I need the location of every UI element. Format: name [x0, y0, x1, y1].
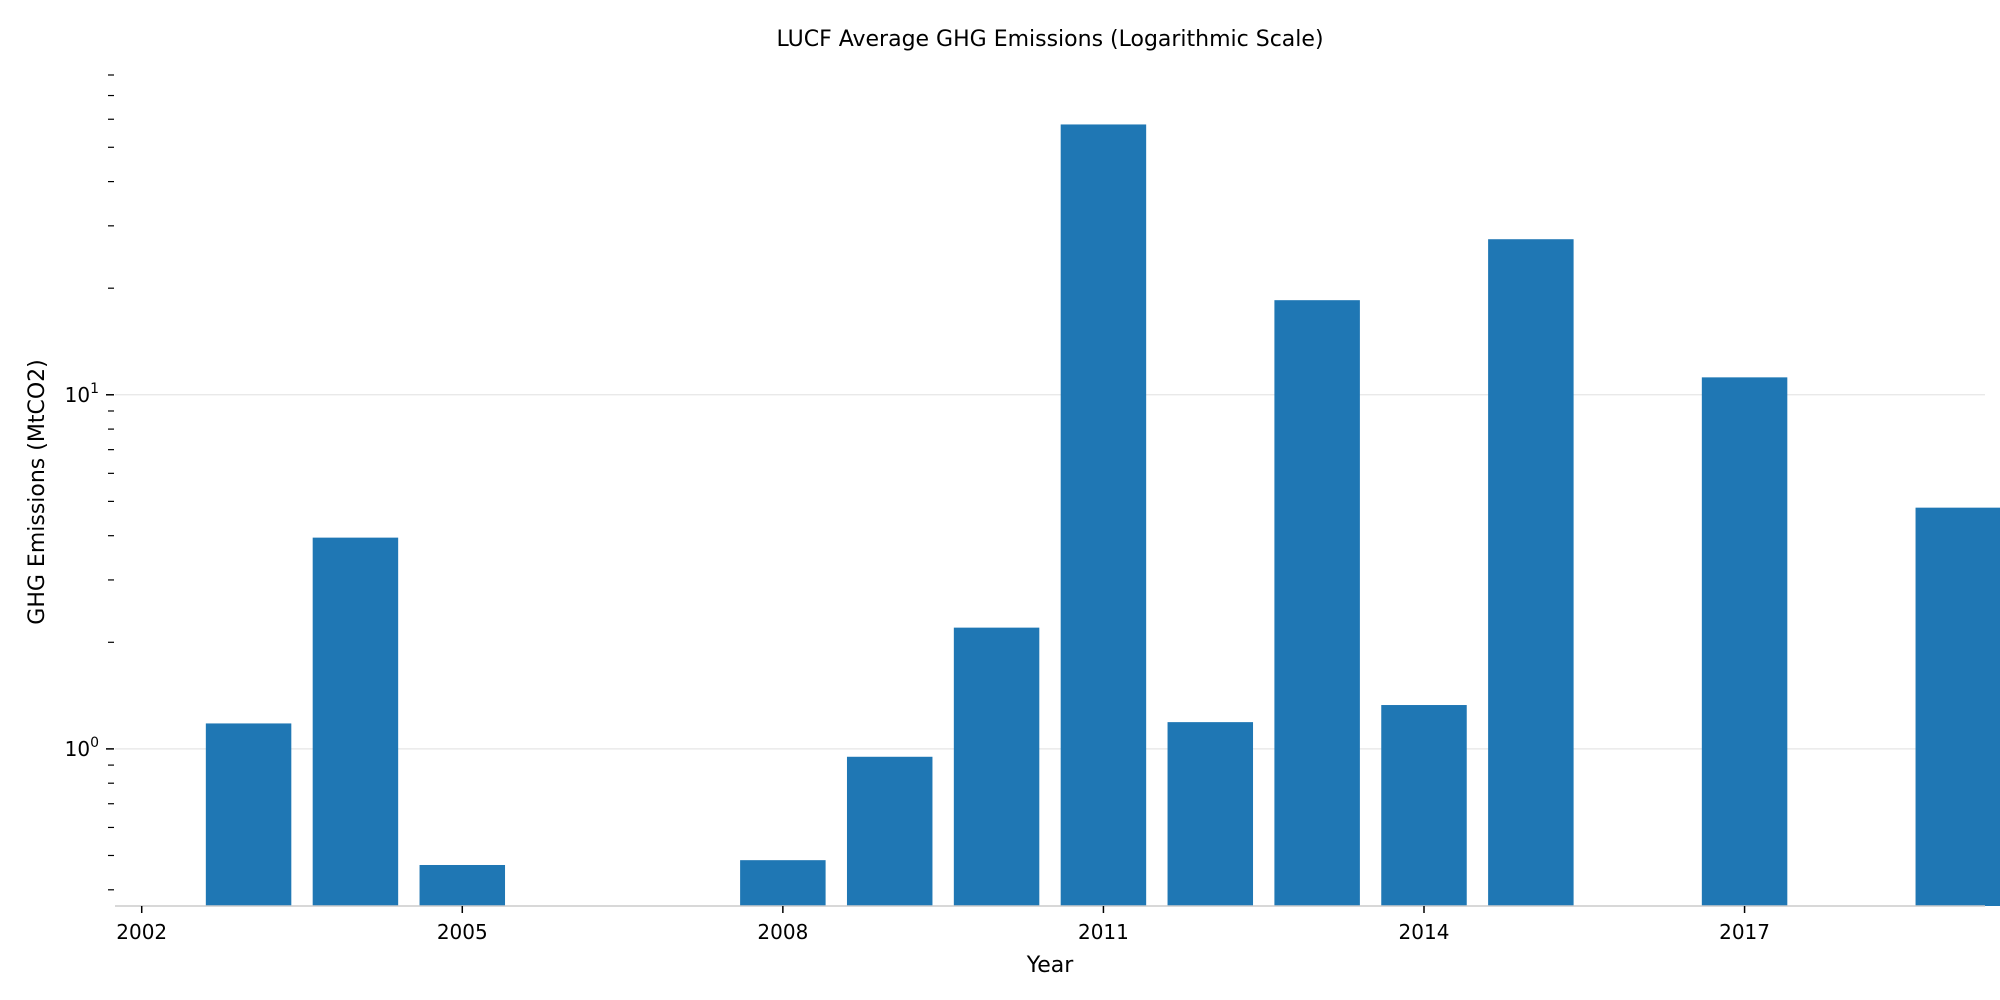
bar — [1488, 239, 1574, 906]
bar — [312, 537, 399, 906]
bar — [1274, 300, 1360, 907]
x-tick-label: 2017 — [1719, 920, 1770, 944]
bar — [846, 756, 933, 906]
bar — [419, 864, 506, 906]
x-tick-label: 2011 — [1078, 920, 1129, 944]
y-axis-ticks: 100 101 — [65, 74, 114, 891]
bar — [1167, 722, 1254, 906]
bar — [1915, 507, 2000, 906]
x-tick-label: 2002 — [116, 920, 167, 944]
bar — [1381, 705, 1467, 906]
chart-title: LUCF Average GHG Emissions (Logarithmic … — [776, 27, 1323, 52]
bars — [205, 124, 2000, 907]
bar — [205, 723, 292, 906]
bar — [740, 860, 826, 906]
x-tick-label: 2005 — [437, 920, 488, 944]
bar — [1701, 377, 1788, 906]
x-tick-label: 2008 — [757, 920, 808, 944]
y-tick-label: 101 — [65, 381, 99, 407]
x-axis-ticks: 2002 2005 2008 2011 2014 2017 — [116, 906, 1770, 944]
y-axis-label: GHG Emissions (MtCO2) — [25, 359, 50, 624]
bar — [953, 627, 1040, 906]
x-axis-label: Year — [1026, 953, 1075, 978]
y-tick-label: 100 — [65, 735, 99, 761]
bar — [1060, 124, 1147, 906]
x-tick-label: 2014 — [1399, 920, 1450, 944]
grid-lines — [115, 394, 1985, 750]
